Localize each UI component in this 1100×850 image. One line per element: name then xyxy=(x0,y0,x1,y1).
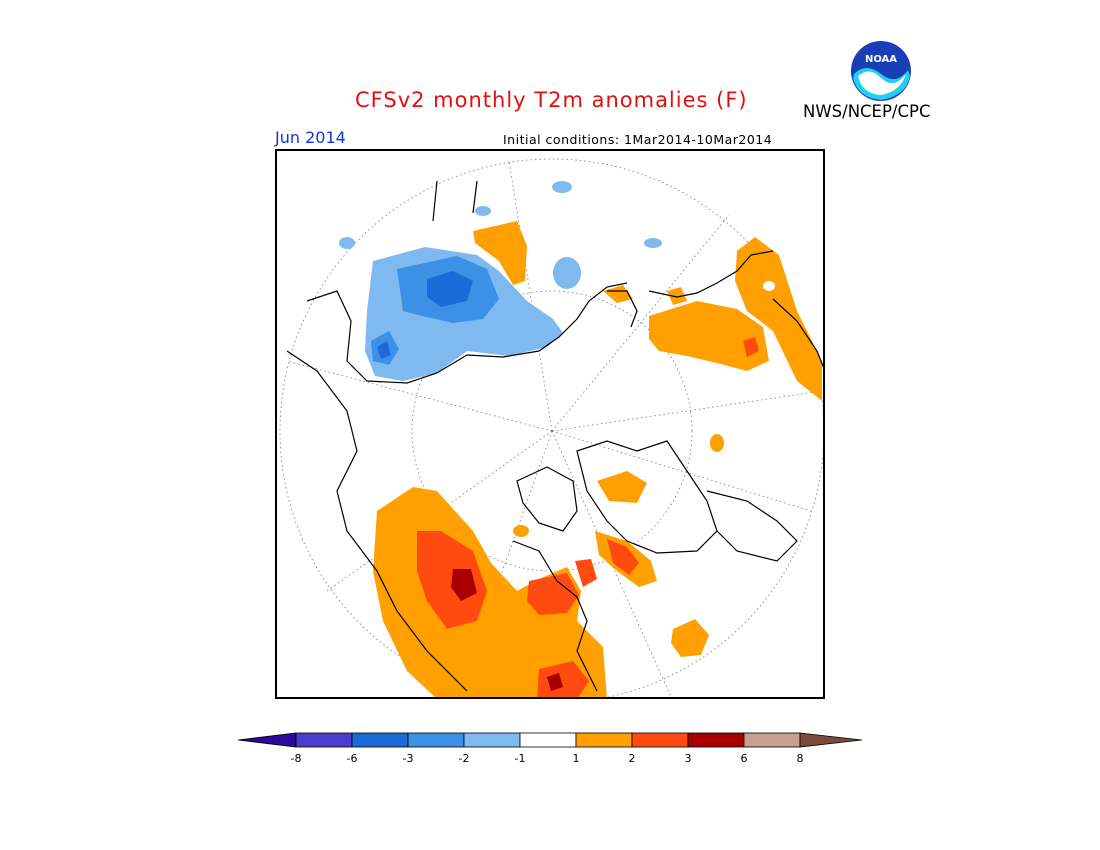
legend-swatch xyxy=(519,732,577,748)
legend-tick-label: 3 xyxy=(684,752,692,765)
legend-tick-label: 1 xyxy=(572,752,580,765)
legend-swatch xyxy=(687,732,745,748)
coastlines xyxy=(286,180,823,692)
legend-tick-label: 6 xyxy=(740,752,748,765)
legend-swatch xyxy=(407,732,465,748)
legend-tick-label: -6 xyxy=(346,752,358,765)
legend-swatch xyxy=(575,732,633,748)
legend-swatch xyxy=(631,732,689,748)
legend-swatch-over xyxy=(799,732,863,748)
noaa-logo: NOAA xyxy=(850,40,912,102)
logo-text: NOAA xyxy=(865,54,897,65)
legend-swatch xyxy=(295,732,353,748)
color-scale-legend xyxy=(237,730,863,770)
legend-tick-label: -1 xyxy=(514,752,526,765)
legend-swatch xyxy=(463,732,521,748)
warm-anomalies xyxy=(373,221,822,697)
forecast-period: Jun 2014 xyxy=(275,128,346,147)
legend-tick-label: 8 xyxy=(796,752,804,765)
legend-swatch xyxy=(743,732,801,748)
legend-tick-label: 2 xyxy=(628,752,636,765)
legend-swatch-under xyxy=(237,732,297,748)
legend-tick-label: -3 xyxy=(402,752,414,765)
graticule xyxy=(279,158,823,697)
chart-title: CFSv2 monthly T2m anomalies (F) xyxy=(355,88,748,112)
legend-tick-label: -8 xyxy=(290,752,302,765)
polar-map xyxy=(275,149,825,699)
legend-swatch xyxy=(351,732,409,748)
legend-tick-label: -2 xyxy=(458,752,470,765)
initial-conditions-label: Initial conditions: 1Mar2014-10Mar2014 xyxy=(503,132,773,147)
cool-anomalies xyxy=(339,181,662,381)
agency-label: NWS/NCEP/CPC xyxy=(803,102,931,121)
